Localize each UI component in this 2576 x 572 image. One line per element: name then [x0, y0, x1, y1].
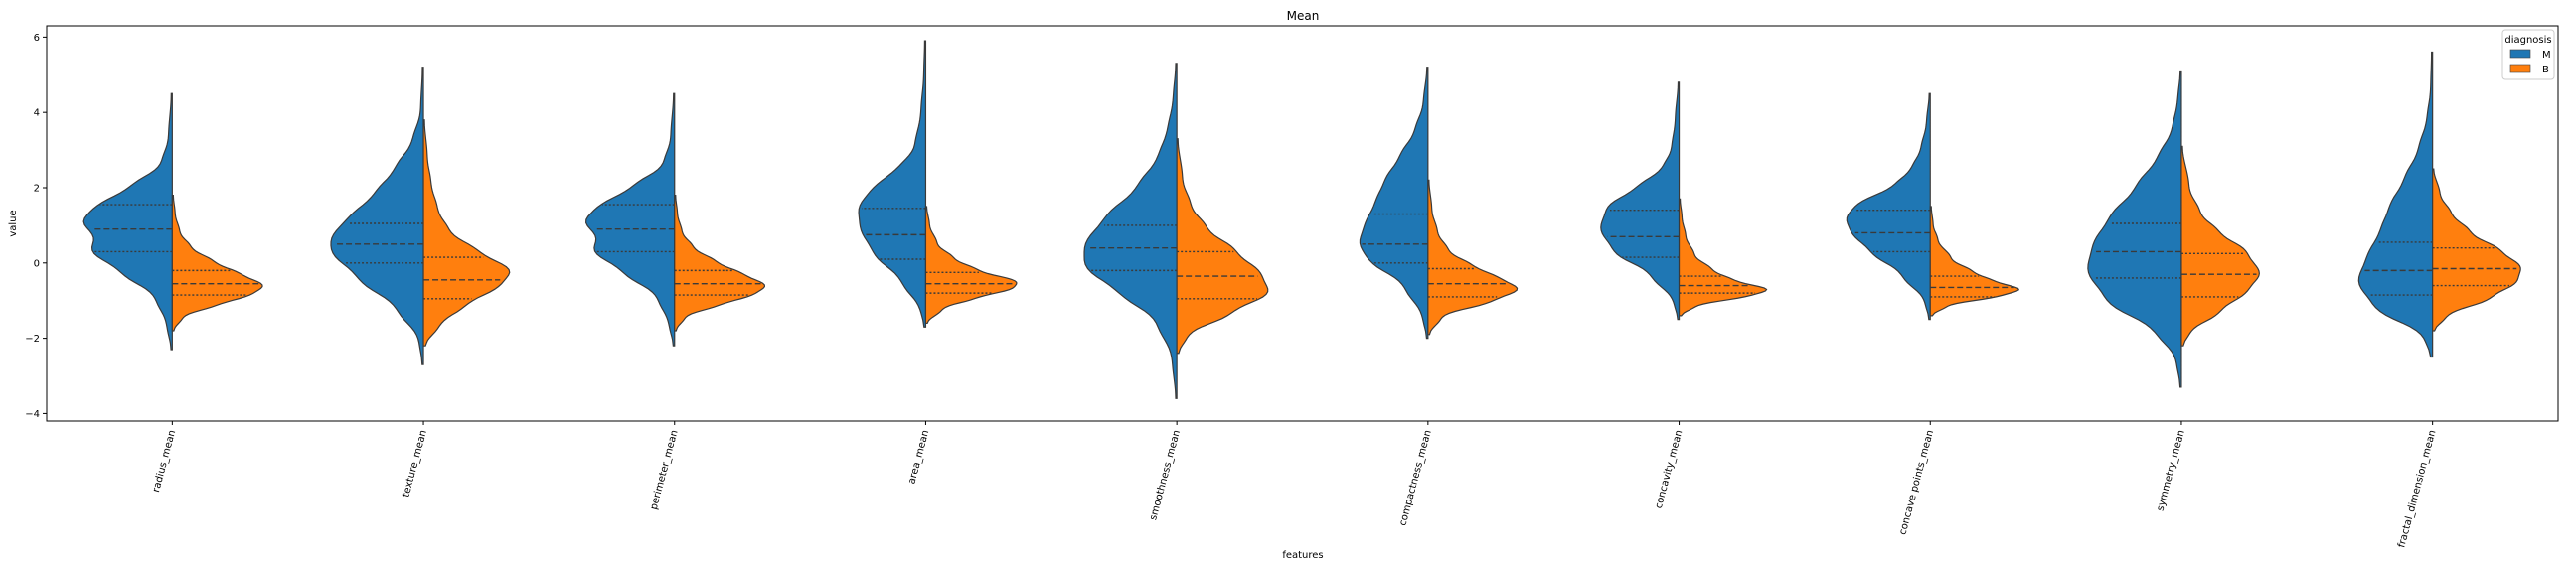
x-tick-label: perimeter_mean [649, 429, 681, 511]
y-tick-label: −4 [25, 409, 40, 420]
plot-area [82, 40, 2521, 399]
x-tick-label: concavity_mean [1654, 429, 1686, 510]
x-axis: radius_mean texture_mean perimeter_mean are… [151, 421, 2439, 549]
x-tick-label: smoothness_mean [1148, 429, 1183, 521]
violin-m-4 [1083, 63, 1178, 399]
x-tick-label: fractal_dimension_mean [2396, 429, 2438, 549]
x-tick-label: symmetry_mean [2155, 429, 2186, 512]
x-tick-label: concave points_mean [1897, 429, 1936, 536]
violin-b-3 [924, 206, 1018, 325]
violin-b-0 [171, 194, 263, 332]
legend-title: diagnosis [2504, 35, 2551, 46]
violin-b-4 [1176, 138, 1269, 355]
legend-swatch-b [2509, 64, 2531, 73]
x-axis-title: features [1282, 550, 1323, 561]
violin-b-1 [422, 119, 511, 347]
violin-b-9 [2432, 168, 2521, 332]
violin-b-7 [1929, 206, 2020, 317]
x-tick-label: texture_mean [401, 429, 429, 499]
y-axis-title: value [8, 210, 19, 236]
violin-m-9 [2357, 51, 2434, 358]
y-axis: −4 −2 0 2 4 6 [25, 33, 47, 420]
x-tick-label: area_mean [906, 429, 931, 486]
violin-m-5 [1359, 67, 1429, 340]
violin-m-3 [858, 40, 927, 328]
violin-b-2 [674, 194, 765, 332]
violin-m-2 [585, 92, 676, 347]
x-tick-label: radius_mean [151, 429, 178, 494]
violin-b-6 [1678, 198, 1768, 317]
violin-m-8 [2087, 70, 2182, 388]
y-tick-label: 2 [34, 183, 40, 194]
violin-b-8 [2180, 145, 2260, 347]
violin-m-6 [1600, 81, 1681, 321]
plot-frame [46, 25, 2559, 422]
violin-m-0 [82, 92, 173, 351]
legend: diagnosis M B [2501, 29, 2555, 80]
y-tick-label: 4 [34, 108, 40, 119]
legend-swatch-m [2509, 49, 2531, 59]
violin-m-7 [1846, 92, 1931, 321]
violin-m-1 [330, 67, 424, 365]
chart-title: Mean [1287, 9, 1320, 23]
violin-b-5 [1427, 179, 1519, 336]
legend-label-m: M [2542, 50, 2551, 61]
x-tick-label: compactness_mean [1397, 429, 1433, 527]
y-tick-label: 0 [34, 258, 40, 269]
y-tick-label: −2 [25, 334, 40, 345]
y-tick-label: 6 [34, 33, 40, 44]
legend-label-b: B [2542, 65, 2549, 75]
